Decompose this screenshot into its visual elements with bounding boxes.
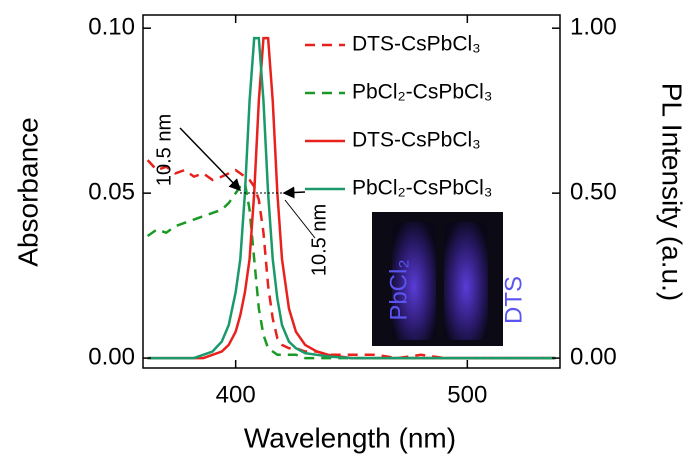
arrow — [284, 199, 316, 239]
y2-tick-label: 0.50 — [570, 178, 617, 205]
y2-tick-label: 1.00 — [570, 14, 617, 41]
legend-label: DTS-CsPbCl₃ — [352, 129, 481, 152]
y-axis-label: Absorbance — [12, 117, 43, 266]
arrow — [282, 186, 306, 199]
arrow — [179, 127, 242, 192]
annotation: 10.5 nm — [153, 114, 175, 186]
legend-label: PbCl₂-CsPbCl₃ — [352, 177, 492, 200]
y-tick-label: 0.00 — [88, 343, 135, 370]
plot-frame — [142, 14, 561, 369]
inset-label: PbCl₂ — [385, 259, 412, 320]
series-line — [146, 159, 556, 360]
y-tick-label: 0.05 — [88, 178, 135, 205]
annotation: 10.5 nm — [308, 204, 330, 276]
inset-vial — [444, 222, 488, 340]
x-tick-label: 500 — [447, 381, 487, 408]
legend-label: DTS-CsPbCl₃ — [352, 33, 481, 56]
y2-axis-label: PL Intensity (a.u.) — [657, 83, 688, 301]
x-tick-label: 400 — [216, 381, 256, 408]
y-tick-label: 0.10 — [88, 14, 135, 41]
legend-label: PbCl₂-CsPbCl₃ — [352, 81, 492, 104]
plot — [146, 36, 556, 360]
series-line — [147, 36, 556, 360]
inset-vial — [392, 222, 436, 340]
inset-label: DTS — [500, 276, 527, 324]
x-axis-label: Wavelength (nm) — [244, 422, 456, 453]
y2-tick-label: 0.00 — [570, 343, 617, 370]
